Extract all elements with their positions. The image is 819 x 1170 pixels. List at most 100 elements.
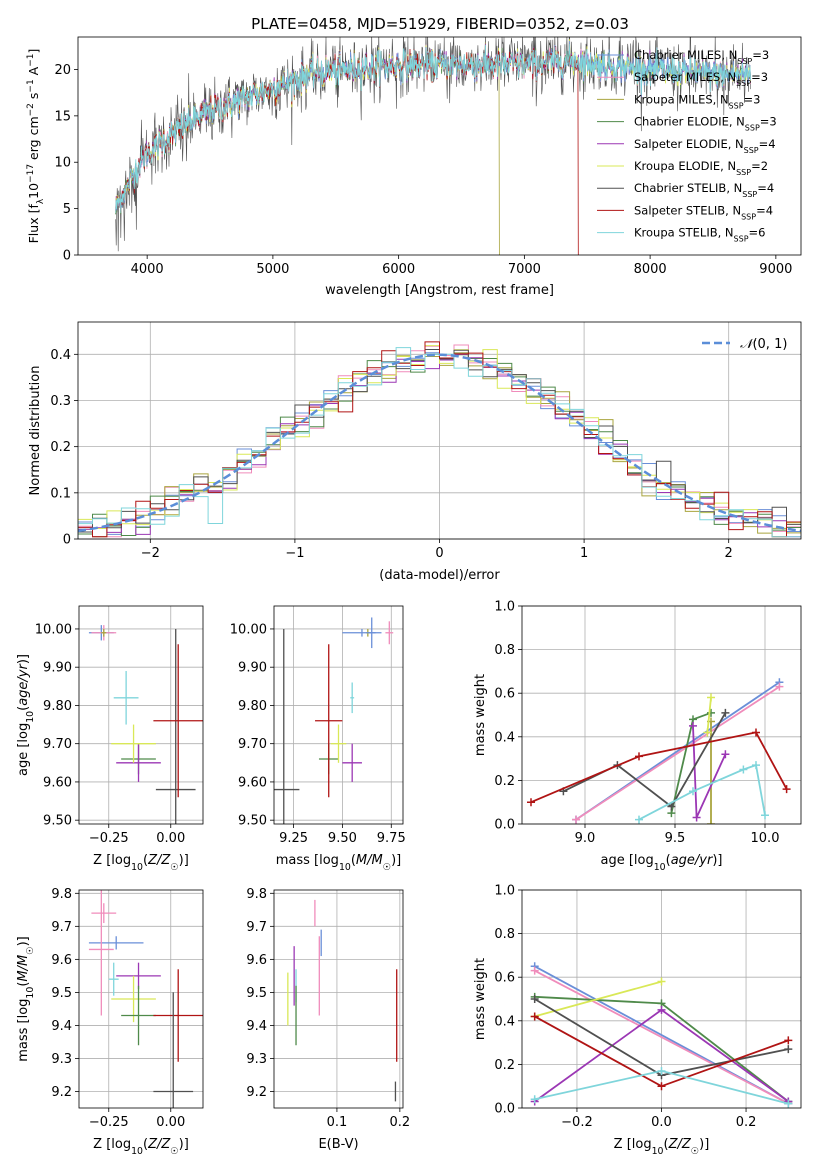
legend-label-part: =3 [744,92,761,106]
y-tick-label: 15 [54,109,71,124]
y-tick-label: 0.4 [494,1014,515,1029]
legend-label: Chabrier MILES, NSSP=3 [634,48,769,66]
mass-vs-Z-xlabel-part: Z [log [93,1137,131,1152]
y-tick-label: 9.2 [246,1085,267,1100]
mass-vs-Z-ylabel-part: mass [log [16,999,31,1062]
y-tick-label: 0.4 [50,348,71,363]
y-tick-label: 0.1 [50,486,71,501]
age-vs-mass-xlabel-part: M/M [356,853,383,868]
mass-vs-Z-ylabel-part: M/M [16,955,31,982]
age-vs-Z-xlabel-part: ( [143,853,148,868]
y-tick-label: 9.2 [51,1085,72,1100]
figure-title: PLATE=0458, MJD=51929, FIBERID=0352, z=0… [251,15,629,33]
legend-label-part: Salpeter STELIB, N [634,203,741,217]
legend-label: Chabrier ELODIE, NSSP=3 [634,115,777,133]
x-tick-label: 0.2 [390,1115,411,1130]
legend-label: Kroupa ELODIE, NSSP=2 [634,159,768,177]
massweight-vs-Z-xlabel-part: Z [log [614,1137,652,1152]
legend-label: Chabrier STELIB, NSSP=4 [634,181,774,199]
spectrum-ylabel-part: A [26,66,41,79]
spectrum-ylabel-part: 10 [26,183,41,199]
weight-marker [775,682,784,691]
mass-vs-Z-xlabel-part: ☉ [170,1146,178,1157]
age-vs-Z-ylabel-part: age [log [16,723,31,776]
mass-vs-Z-xlabel-part: 10 [131,1146,143,1157]
x-tick-label: 7000 [508,262,541,277]
massweight-vs-age-ylabel: mass weight [473,674,488,756]
weight-marker [527,798,535,807]
age-vs-Z-xlabel: Z [log10(Z/Z☉)] [93,853,189,873]
y-tick-label: 10.00 [230,622,267,637]
weight-line-1 [575,685,780,821]
weight-line-7 [530,731,788,804]
y-tick-label: 9.50 [238,814,267,829]
spectrum-ylabel-part: Flux [f [26,204,41,244]
legend-label-part: =6 [749,226,766,240]
massweight-vs-Z-ylabel: mass weight [473,958,488,1040]
weight-marker [784,1099,793,1108]
legend-label-part: =2 [751,159,768,173]
legend-label-part: =4 [756,203,773,217]
mass-vs-EBV-xlabel: E(B-V) [318,1137,358,1152]
massweight-vs-age-xlabel: age [log10(age/yr)] [600,853,722,873]
age-vs-mass-xlabel-part: ( [351,853,356,868]
legend-label-part: SSP [734,234,749,243]
x-tick-label: −0.2 [561,1115,593,1130]
y-tick-label: 9.60 [238,775,267,790]
weight-marker [657,1082,666,1091]
spectrum-series-8 [115,43,751,213]
legend-label-part: Salpeter MILES, N [634,70,736,84]
mass-vs-Z-ylabel-part: 10 [25,987,36,999]
spectrum-plot [115,37,751,255]
legend-label-part: SSP [744,145,759,154]
y-tick-label: 1.0 [494,600,515,615]
legend-label-part: Kroupa ELODIE, N [634,159,736,173]
legend-label: Salpeter ELODIE, NSSP=4 [634,137,776,155]
residuals-plot [78,341,801,539]
mass-vs-Z-plot [88,890,203,1108]
mass-vs-Z-xlabel-part: ( [143,1137,148,1152]
legend-label-part: =3 [752,48,769,62]
weight-marker [703,728,712,737]
x-tick-label: −0.25 [89,831,129,846]
massweight-vs-age-xlabel-part: 10 [654,862,666,873]
age-vs-Z-ylabel-part: ( [16,706,31,711]
massweight-vs-age-axes: 9.0 9.5 10.0 0.0 0.2 0.4 0.6 0.8 1.0 age [log10(a… [473,600,802,873]
legend-label-part: Chabrier MILES, N [634,48,737,62]
y-tick-label: 9.80 [43,699,72,714]
massweight-vs-Z-xlabel-part: ☉ [691,1146,699,1157]
y-tick-label: 9.80 [238,699,267,714]
legend-label-part: SSP [729,101,744,110]
x-tick-label: 9.50 [328,831,357,846]
massweight-vs-Z-plot [530,962,793,1108]
residuals-xlabel: (data-model)/error [379,568,500,583]
massweight-vs-Z-xlabel: Z [log10(Z/Z☉)] [614,1137,710,1157]
legend-label-part: (0, 1) [752,337,787,352]
mass-vs-Z-ylabel-part: )] [16,936,31,946]
y-tick-label: 9.60 [43,775,72,790]
y-tick-label: 9.70 [43,737,72,752]
x-tick-label: 9.5 [665,831,686,846]
legend-label-part: SSP [742,190,757,199]
y-tick-label: 9.8 [51,887,72,902]
x-tick-label: 6000 [382,262,415,277]
legend-label-part: Kroupa STELIB, N [634,226,734,240]
mass-vs-Z-xlabel-part: )] [179,1137,189,1152]
weight-marker [530,966,539,975]
weight-marker [784,1045,793,1054]
weight-line-8 [638,763,766,821]
y-tick-label: 0.3 [50,394,71,409]
weight-marker [572,815,580,824]
weight-line-5 [706,697,712,733]
weight-marker [530,1095,539,1104]
weight-marker [721,708,730,717]
weight-marker [707,708,715,717]
y-tick-label: 0.6 [494,971,515,986]
massweight-vs-age-xlabel-part: age/yr [671,853,714,868]
y-tick-label: 9.3 [51,1052,72,1067]
x-tick-label: 0.1 [327,1115,348,1130]
legend-label-part: =3 [751,70,768,84]
x-tick-label: 9000 [759,262,792,277]
age-vs-Z-ylabel-part: age/yr [16,662,31,705]
